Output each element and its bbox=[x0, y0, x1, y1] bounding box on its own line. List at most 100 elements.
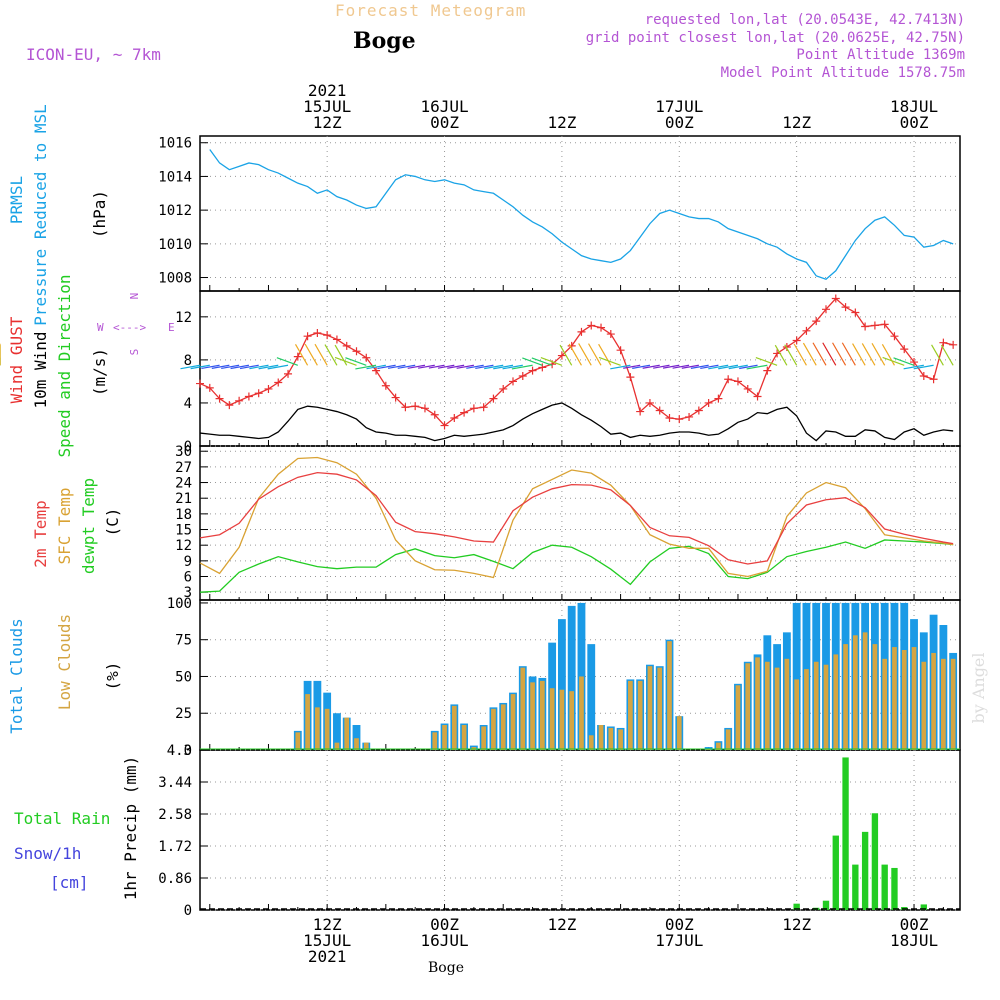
watermark: by Angel bbox=[969, 652, 988, 723]
y-tick-label: 8 bbox=[184, 353, 192, 369]
low-cloud-bar bbox=[305, 694, 310, 750]
temp2m-label: 2m Temp bbox=[31, 500, 50, 567]
top-time-label: 15JUL bbox=[303, 97, 351, 116]
low-cloud-bar bbox=[833, 654, 839, 750]
low-cloud-bar bbox=[491, 708, 496, 750]
y-tick-label: 6 bbox=[184, 570, 192, 586]
low-cloud-bar bbox=[451, 705, 457, 750]
compass-north: N bbox=[128, 293, 141, 300]
gust-marker bbox=[430, 410, 439, 419]
gust-marker bbox=[215, 394, 224, 403]
low-cloud-bar bbox=[598, 725, 604, 750]
low-cloud-bar bbox=[950, 658, 956, 750]
wind-direction-arrow bbox=[304, 343, 318, 366]
wind-direction-arrow bbox=[903, 364, 924, 370]
gust-marker bbox=[264, 384, 273, 393]
low-cloud-bar bbox=[461, 725, 467, 750]
gust-marker bbox=[714, 394, 723, 403]
bottom-time-label: 15JUL bbox=[303, 931, 351, 950]
wind-direction-arrow bbox=[784, 344, 798, 366]
low-cloud-bar bbox=[559, 689, 565, 750]
wind-direction-arrow bbox=[484, 364, 504, 370]
requested-coords: requested lon,lat (20.0543E, 42.7413N) bbox=[645, 12, 965, 28]
low-cloud-bar bbox=[500, 704, 506, 750]
wind-direction-arrow bbox=[531, 357, 553, 366]
low-cloud-bar bbox=[637, 680, 643, 750]
wind-unit: (m/s) bbox=[90, 348, 109, 396]
gust-marker bbox=[782, 342, 791, 351]
gust-marker bbox=[802, 326, 811, 335]
gust-marker bbox=[254, 389, 263, 398]
wind-direction-arrow bbox=[239, 364, 259, 370]
wind-direction-arrow bbox=[377, 364, 396, 370]
model-label: ICON-EU, ~ 7km bbox=[26, 45, 161, 64]
low-cloud-bar bbox=[442, 725, 447, 750]
low-cloud-bar bbox=[852, 635, 858, 750]
y-tick-label: 18 bbox=[175, 507, 192, 523]
low-cloud-bar bbox=[921, 661, 927, 750]
wind-direction-arrow bbox=[211, 364, 230, 369]
low-cloud-bar bbox=[334, 742, 340, 750]
low-clouds-label: Low Clouds bbox=[55, 614, 74, 710]
gust-marker bbox=[821, 305, 830, 314]
gust-marker bbox=[372, 366, 381, 375]
wind-direction-arrow bbox=[728, 364, 748, 370]
pressure-unit: (hPa) bbox=[90, 190, 109, 238]
gust-marker bbox=[704, 398, 713, 407]
low-cloud-bar bbox=[588, 735, 594, 750]
low-cloud-bar bbox=[481, 726, 487, 750]
bottom-time-label: 12Z bbox=[782, 915, 811, 934]
gust-marker bbox=[235, 396, 244, 405]
wind-direction-arrow bbox=[681, 364, 699, 369]
grid-coords: grid point closest lon,lat (20.0625E, 42… bbox=[586, 30, 965, 46]
gust-marker bbox=[743, 384, 752, 393]
low-cloud-bar bbox=[911, 647, 917, 750]
wind-direction-arrow bbox=[632, 364, 651, 369]
low-cloud-bar bbox=[823, 664, 829, 750]
y-tick-label: 3.44 bbox=[158, 775, 192, 791]
y-tick-label: 75 bbox=[175, 633, 192, 649]
gust-marker bbox=[636, 407, 645, 416]
total-cloud-bar bbox=[567, 605, 576, 750]
wind-direction-arrow bbox=[653, 364, 670, 369]
wind-direction-arrow bbox=[418, 364, 435, 369]
gust-marker bbox=[890, 332, 899, 341]
low-cloud-bar bbox=[667, 641, 672, 750]
wind-direction-arrow bbox=[802, 342, 817, 366]
bottom-time-label: 00Z bbox=[900, 915, 929, 934]
snow-unit: [cm] bbox=[50, 873, 89, 892]
gust-marker bbox=[499, 384, 508, 393]
y-tick-label: 100 bbox=[167, 596, 192, 612]
wind-direction-arrow bbox=[746, 364, 768, 370]
low-cloud-bar bbox=[295, 732, 301, 750]
wind-direction-arrow bbox=[324, 344, 338, 366]
wind-direction-arrow bbox=[221, 364, 240, 370]
low-cloud-bar bbox=[520, 667, 526, 750]
low-cloud-bar bbox=[579, 676, 584, 750]
wind-direction-arrow bbox=[793, 343, 807, 366]
gust-marker bbox=[196, 379, 204, 388]
low-cloud-bar bbox=[324, 708, 330, 750]
wind-direction-arrow bbox=[672, 364, 690, 369]
wind-direction-arrow bbox=[180, 364, 201, 370]
wind-direction-arrow bbox=[852, 343, 866, 366]
wind-direction-arrow bbox=[568, 343, 582, 366]
low-cloud-bar bbox=[784, 658, 790, 750]
wind-direction-arrow bbox=[511, 364, 533, 370]
rain-bar bbox=[852, 864, 859, 910]
wind-direction-arrow bbox=[294, 344, 309, 366]
total-cloud-bar bbox=[352, 725, 361, 750]
wind-direction-arrow bbox=[881, 344, 895, 366]
wind-direction-arrow bbox=[355, 364, 377, 370]
pressure-line bbox=[209, 149, 954, 280]
wind-direction-arrow bbox=[522, 357, 543, 366]
wind-direction-arrow bbox=[258, 364, 279, 370]
y-tick-label: 0.86 bbox=[158, 871, 192, 887]
wind-direction-arrow bbox=[822, 342, 837, 366]
gust-marker bbox=[616, 346, 625, 355]
wind-direction-arrow bbox=[913, 364, 934, 370]
wind-direction-arrow bbox=[201, 364, 220, 370]
wind-direction-arrow bbox=[755, 356, 778, 366]
gust-marker bbox=[929, 375, 938, 384]
y-tick-label: 27 bbox=[175, 460, 192, 476]
